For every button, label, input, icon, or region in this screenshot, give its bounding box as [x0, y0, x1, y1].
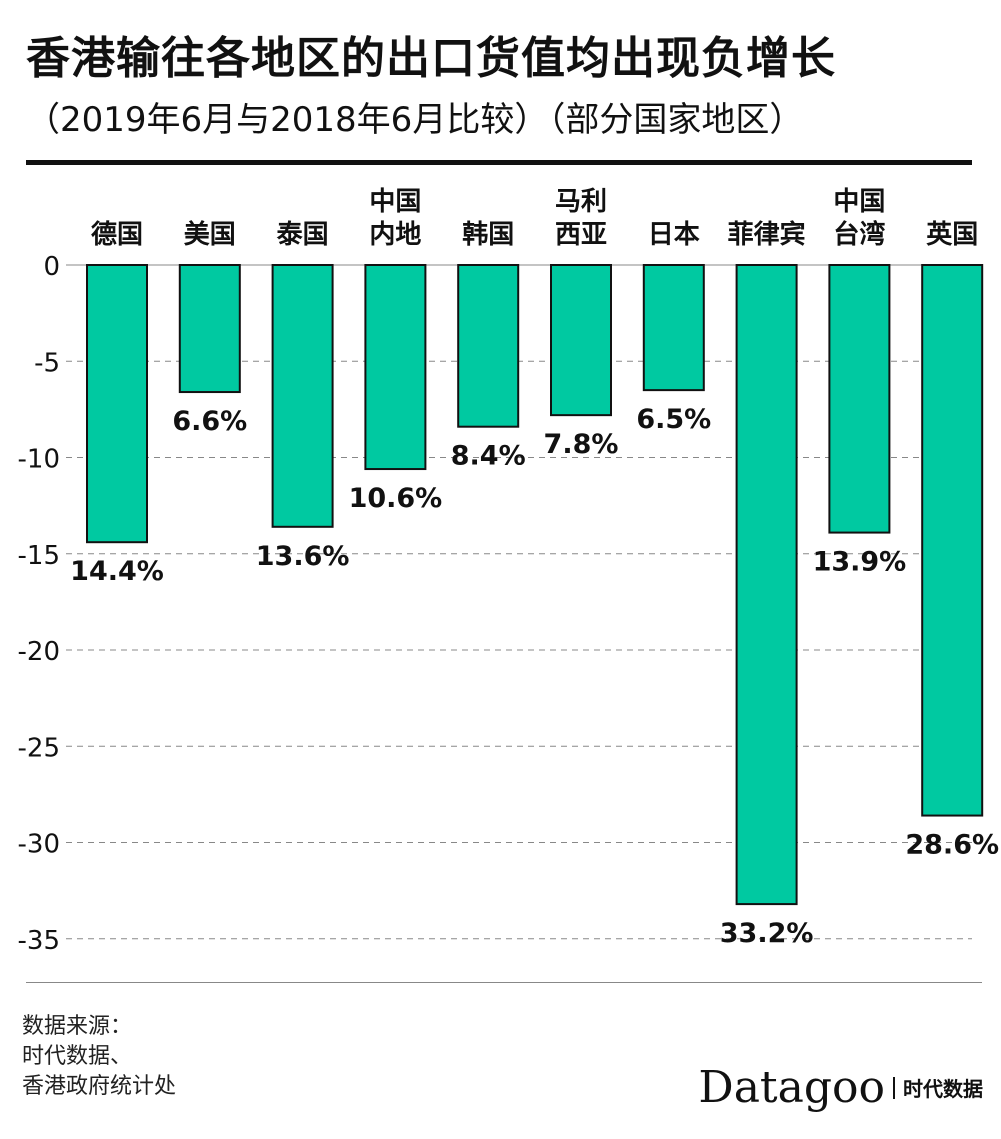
y-tick-label: -10 — [18, 445, 60, 475]
data-label: 14.4% — [70, 556, 164, 587]
category-label: 德国 — [91, 220, 143, 250]
bar — [642, 264, 705, 392]
bar — [735, 264, 798, 906]
y-tick-label: -30 — [18, 830, 60, 860]
data-label: 7.8% — [544, 429, 619, 460]
category-label: 美国 — [184, 219, 236, 250]
bar — [364, 264, 427, 471]
category-label: 马利 — [555, 187, 607, 217]
y-tick-label: -20 — [18, 637, 60, 667]
data-label: 6.6% — [172, 406, 247, 437]
chart-subtitle: （2019年6月与2018年6月比较）（部分国家地区） — [26, 100, 804, 140]
chart-title: 香港输往各地区的出口货值均出现负增长 — [26, 33, 836, 84]
brand-name: Datagoo — [698, 1062, 885, 1113]
y-tick-label: -5 — [34, 348, 60, 378]
bar — [86, 264, 148, 544]
bar — [550, 264, 612, 417]
category-label: 韩国 — [462, 220, 514, 250]
data-label: 33.2% — [720, 918, 814, 949]
title-divider — [26, 160, 972, 165]
brand-logo: Datagoo 时代数据 — [698, 1062, 983, 1113]
data-label: 13.9% — [813, 547, 907, 578]
data-label: 13.6% — [256, 541, 350, 572]
footer-divider — [26, 982, 982, 983]
category-label: 内地 — [369, 220, 421, 250]
bar — [178, 264, 241, 394]
category-label: 中国 — [833, 187, 885, 217]
category-label: 菲律宾 — [728, 219, 806, 250]
bar — [457, 264, 520, 428]
bar — [921, 264, 984, 817]
y-tick-label: -25 — [18, 733, 60, 763]
category-label: 英国 — [926, 220, 978, 250]
y-tick-label: 0 — [43, 252, 60, 282]
category-label: 泰国 — [277, 220, 329, 250]
bar — [271, 264, 334, 528]
brand-separator — [893, 1076, 895, 1099]
bars — [86, 264, 984, 906]
data-label: 6.5% — [636, 404, 711, 435]
data-label: 28.6% — [905, 830, 999, 861]
category-label: 日本 — [648, 220, 700, 250]
y-axis-ticks: 0 -5 -10 -15 -20 -25 -30 -35 — [18, 252, 60, 956]
source-line: 香港政府统计处 — [22, 1074, 177, 1099]
y-tick-label: -35 — [18, 926, 60, 956]
source-line: 数据来源： — [22, 1014, 133, 1039]
category-label: 中国 — [369, 187, 421, 217]
y-tick-label: -15 — [18, 541, 60, 571]
category-label: 西亚 — [555, 220, 607, 250]
data-label: 8.4% — [451, 441, 526, 472]
data-label: 10.6% — [349, 483, 443, 514]
bar — [828, 264, 891, 534]
source-line: 时代数据、 — [22, 1044, 133, 1069]
data-source: 数据来源： 时代数据、 香港政府统计处 — [22, 1012, 176, 1102]
category-label: 台湾 — [833, 219, 885, 250]
brand-subtitle: 时代数据 — [903, 1077, 983, 1101]
data-labels: 14.4% 6.6% 13.6% 10.6% 8.4% 7.8% 6.5% 33.2% 13.9… — [70, 404, 999, 949]
